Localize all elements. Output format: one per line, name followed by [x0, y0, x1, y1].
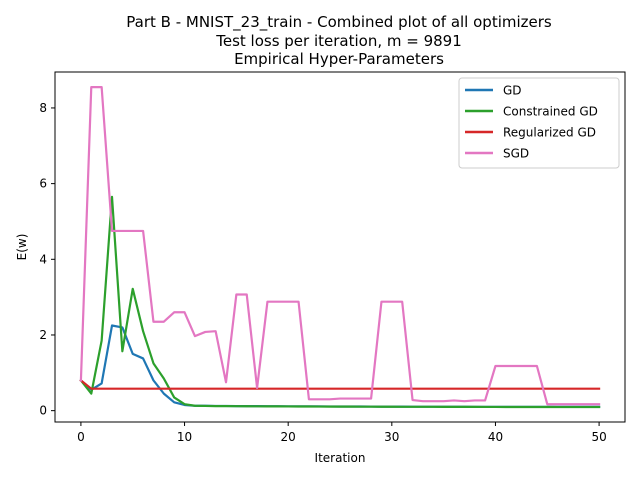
x-axis-label: Iteration — [315, 451, 366, 465]
legend-label-3: SGD — [503, 147, 529, 161]
x-tick-label-3: 30 — [384, 430, 399, 444]
plot-frame — [54, 71, 626, 423]
series-line-2 — [79, 378, 601, 390]
chart-subtitle-2: Empirical Hyper-Parameters — [234, 50, 444, 68]
y-tick-label-3: 6 — [39, 177, 47, 191]
x-tick-label-4: 40 — [488, 430, 503, 444]
y-axis-label: E(w) — [15, 234, 29, 261]
x-tick-label-5: 50 — [591, 430, 606, 444]
series-layer — [79, 86, 601, 409]
x-tick-label-2: 20 — [281, 430, 296, 444]
chart-title: Part B - MNIST_23_train - Combined plot … — [126, 13, 552, 32]
x-tick-label-1: 10 — [177, 430, 192, 444]
y-tick-label-4: 8 — [39, 101, 47, 115]
legend-label-0: GD — [503, 84, 522, 98]
y-tick-label-2: 4 — [39, 252, 47, 266]
series-line-1 — [79, 195, 601, 409]
chart-subtitle: Test loss per iteration, m = 9891 — [215, 32, 462, 50]
legend: GD Constrained GD Regularized GD SGD — [458, 77, 620, 169]
legend-label-1: Constrained GD — [503, 105, 598, 119]
legend-label-2: Regularized GD — [503, 126, 596, 140]
x-tick-label-0: 0 — [77, 430, 85, 444]
y-tick-label-1: 2 — [39, 328, 47, 342]
legend-frame — [458, 77, 620, 169]
ticks-layer: 0 10 20 30 40 50 0 2 4 6 8 — [39, 101, 606, 444]
y-tick-label-0: 0 — [39, 404, 47, 418]
series-line-3 — [79, 86, 601, 406]
